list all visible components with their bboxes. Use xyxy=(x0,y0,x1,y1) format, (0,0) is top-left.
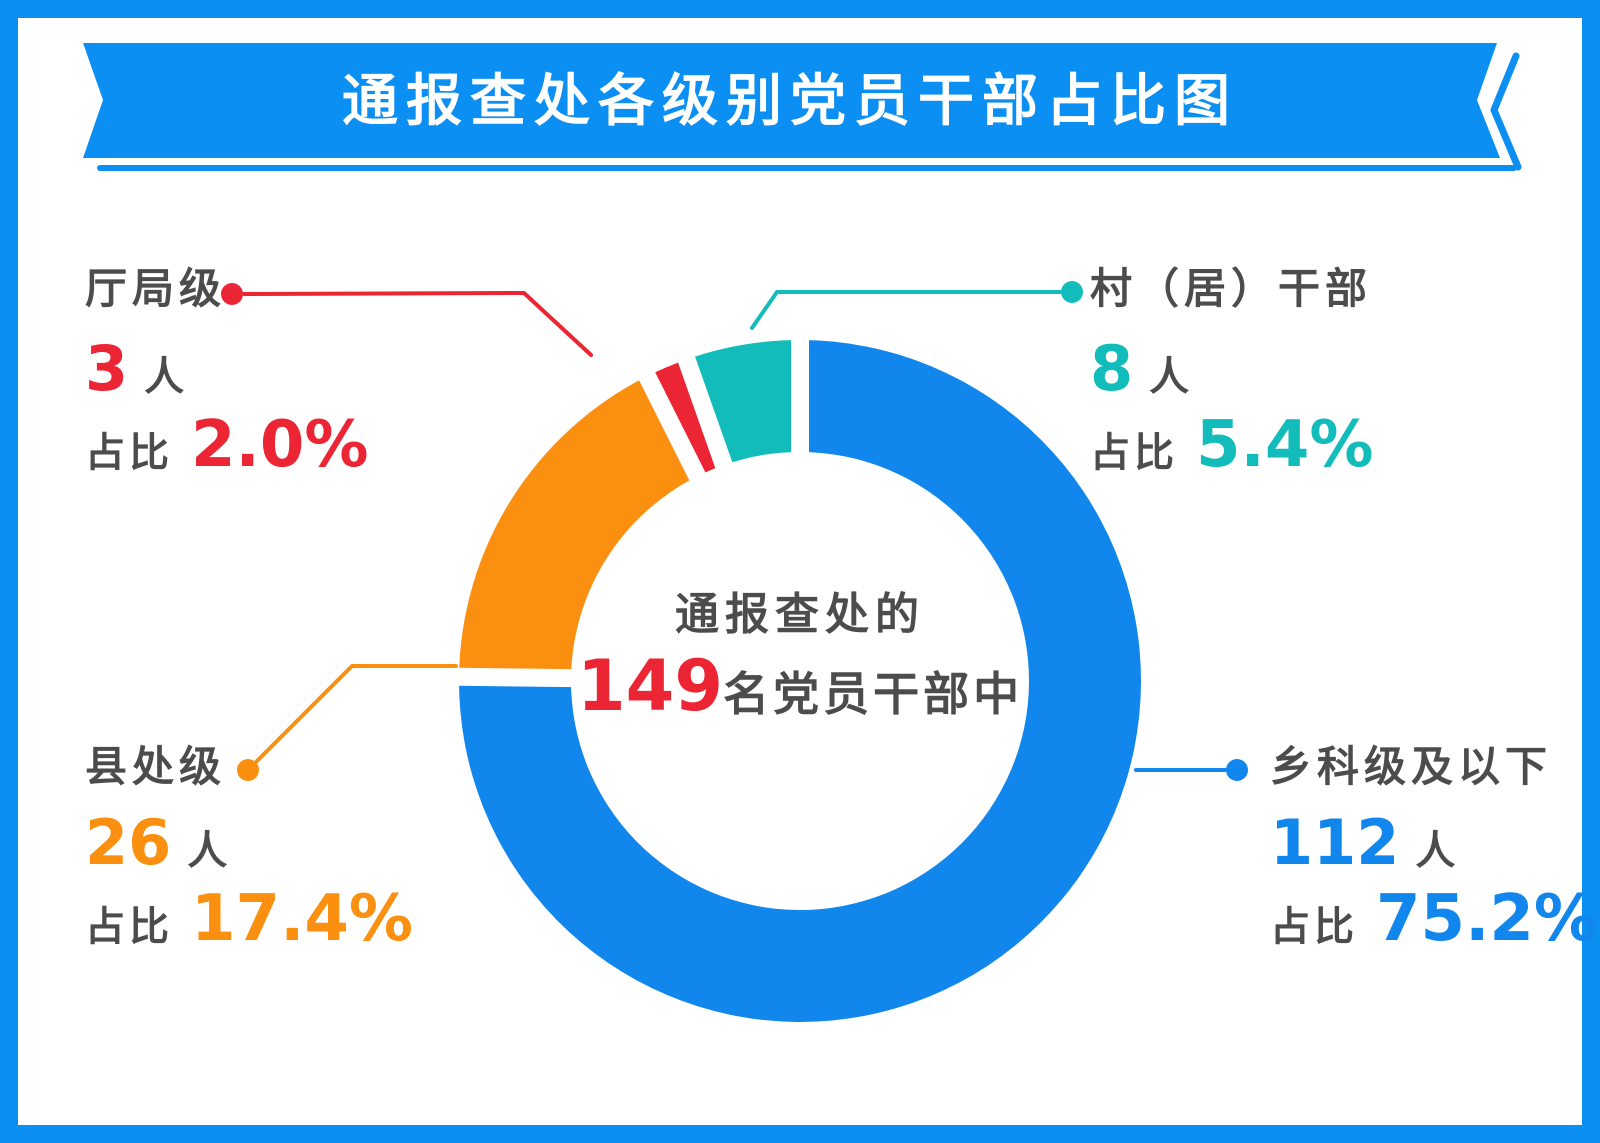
slice-separator xyxy=(629,352,716,501)
slice-separator xyxy=(670,335,740,489)
callout-pct-row: 占比 75.2% xyxy=(1270,886,1598,952)
banner-ribbon xyxy=(83,43,1500,158)
callout-unit: 人 xyxy=(144,354,187,400)
center-total: 149 xyxy=(576,645,724,727)
callout-pct-prefix: 占比 xyxy=(85,430,173,476)
donut-center-label: 通报查处的 149名党员干部中 xyxy=(577,592,1023,724)
center-suffix: 名党员干部中 xyxy=(723,667,1024,721)
callout-label: 乡科级及以下 xyxy=(1270,742,1553,791)
center-line2: 149名党员干部中 xyxy=(577,650,1023,724)
callout-count-row: 8 人 xyxy=(1090,338,1374,402)
donut-slice-3 xyxy=(647,359,724,477)
callout-label-row: 厅局级 xyxy=(85,266,369,312)
callout-pct-prefix: 占比 xyxy=(1270,904,1358,950)
callout-label: 县处级 xyxy=(85,742,227,791)
callout-bureau-level: 厅局级 3 人 占比 2.0% xyxy=(85,266,369,479)
leader-dot-icon xyxy=(1061,281,1083,303)
callout-count: 112 xyxy=(1270,806,1400,879)
callout-unit: 人 xyxy=(1149,354,1192,400)
callout-pct-row: 占比 2.0% xyxy=(85,412,369,478)
callout-pct-prefix: 占比 xyxy=(85,904,173,950)
donut-slice-2 xyxy=(459,376,698,679)
callout-count-row: 26 人 xyxy=(85,812,413,876)
callout-pct-value: 17.4% xyxy=(191,882,414,956)
callout-count-row: 112 人 xyxy=(1270,812,1598,876)
callout-unit: 人 xyxy=(1415,828,1458,874)
leader-line xyxy=(254,664,458,764)
callout-count: 3 xyxy=(85,332,129,405)
callout-county-level: 县处级 26 人 占比 17.4% xyxy=(85,744,413,953)
callout-label-row: 乡科级及以下 xyxy=(1270,744,1598,790)
slice-separator xyxy=(436,667,594,688)
callout-pct-value: 2.0% xyxy=(191,408,369,482)
callout-township-level-below: 乡科级及以下 112 人 占比 75.2% xyxy=(1270,744,1598,953)
callout-pct-row: 占比 17.4% xyxy=(85,886,413,952)
banner-echo-chevron-icon xyxy=(1490,52,1522,171)
callout-pct-value: 75.2% xyxy=(1376,882,1599,956)
callout-count-row: 3 人 xyxy=(85,338,369,402)
callout-label: 村（居）干部 xyxy=(1090,264,1373,313)
callout-unit: 人 xyxy=(187,828,230,874)
center-line1: 通报查处的 xyxy=(675,589,925,640)
callout-label: 厅局级 xyxy=(85,264,227,313)
callout-pct-row: 占比 5.4% xyxy=(1090,412,1374,478)
callout-pct-value: 5.4% xyxy=(1196,408,1374,482)
callout-count: 8 xyxy=(1090,332,1134,405)
page-title: 通报查处各级别党员干部占比图 xyxy=(342,69,1238,134)
callout-label-row: 村（居）干部 xyxy=(1090,266,1374,312)
leader-dot-icon xyxy=(221,283,243,305)
leader-line xyxy=(242,291,593,357)
callout-count: 26 xyxy=(85,806,172,879)
callout-village-cadres: 村（居）干部 8 人 占比 5.4% xyxy=(1090,266,1374,479)
callout-pct-prefix: 占比 xyxy=(1090,430,1178,476)
leader-dot-icon xyxy=(1226,759,1248,781)
leader-lines xyxy=(221,281,1248,781)
title-banner xyxy=(83,43,1522,171)
leader-dot-icon xyxy=(237,759,259,781)
leader-line xyxy=(750,290,1062,330)
donut-chart xyxy=(436,318,1142,1022)
donut-slice-1 xyxy=(458,340,1142,1022)
callout-label-row: 县处级 xyxy=(85,744,413,790)
